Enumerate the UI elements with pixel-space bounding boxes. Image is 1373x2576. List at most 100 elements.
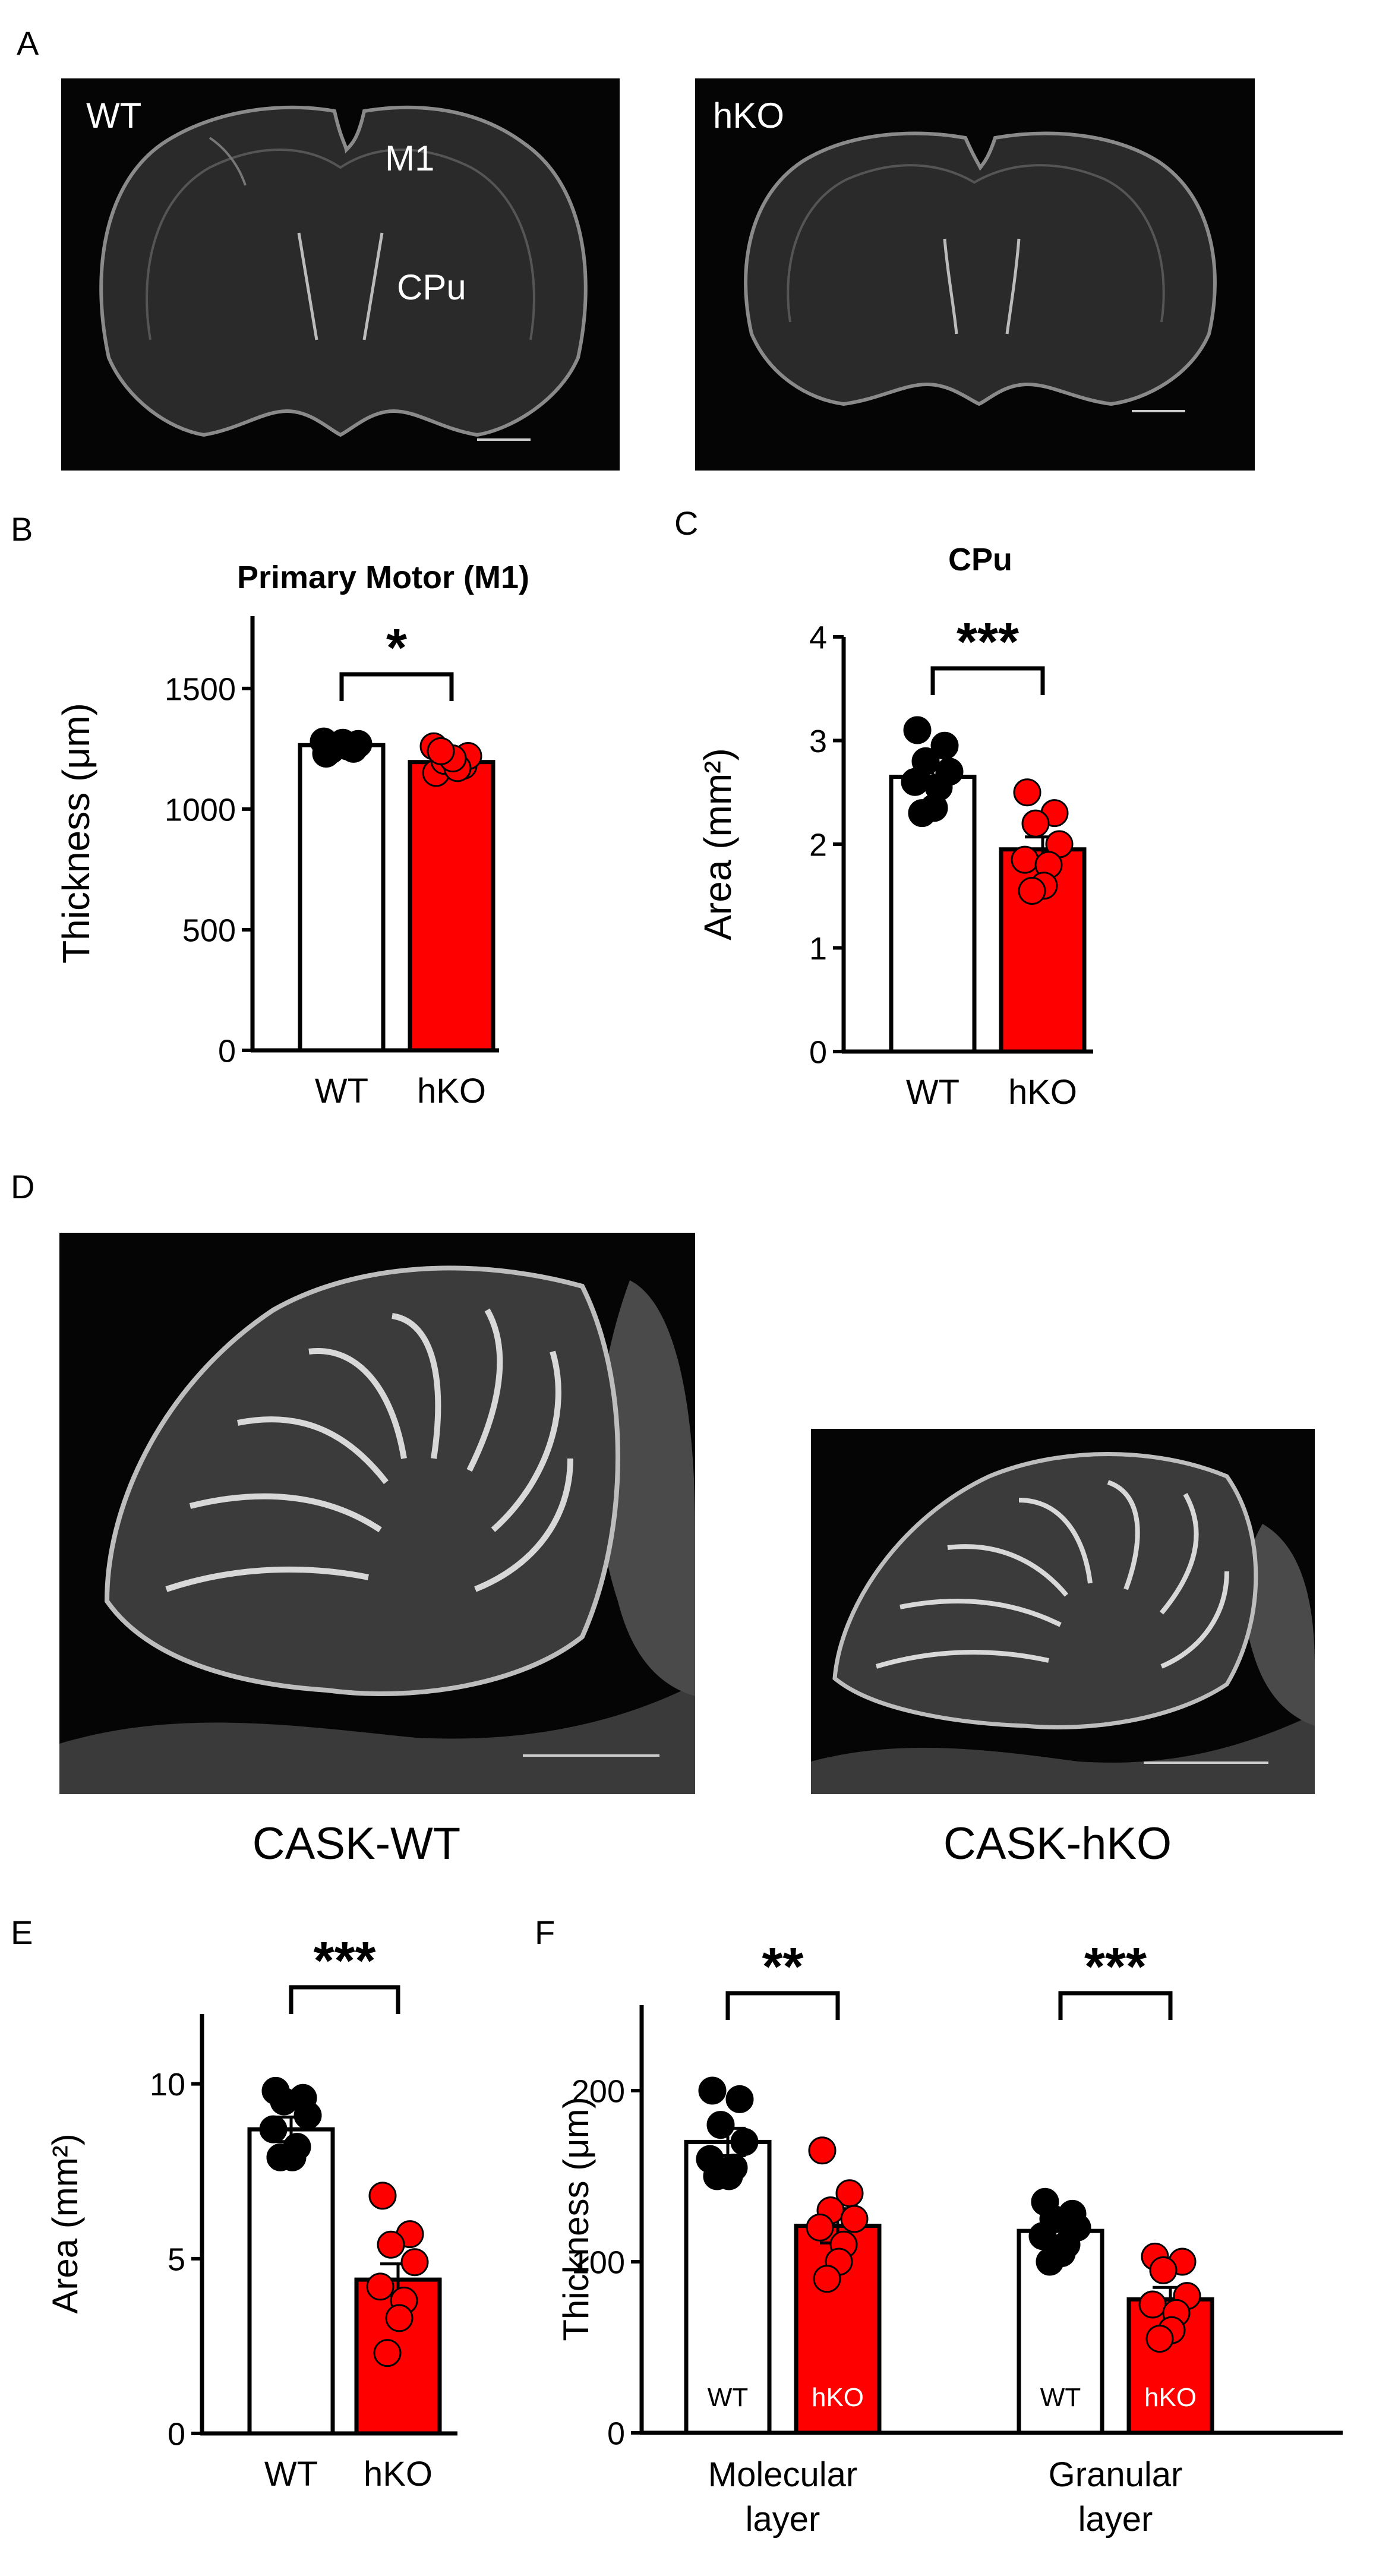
bar-hko-data-point [1021,809,1050,838]
y-tick-label: 0 [809,1034,827,1070]
panel-label-f: F [535,1914,555,1951]
brain-section-wt-drawing [99,105,588,441]
bar-hko-data-point [1013,778,1041,807]
bar-hko-group1-data-point [808,2136,837,2165]
genotype-label-wt: WT [86,96,142,135]
bar-hko-data-point [377,2230,405,2259]
bar-wt-data-point [259,2115,288,2143]
bar-wt-group1-data-point [725,2085,754,2113]
bar-hko-group1-data-point [806,2213,834,2242]
y-tick-label: 3 [809,724,827,759]
y-tick-label: 0 [168,2416,185,2452]
x-group-label-line: Molecular [708,2455,857,2494]
x-group-label-line: layer [746,2500,820,2539]
y-tick-label: 0 [218,1033,236,1069]
bar-wt-data-point [270,2087,298,2116]
chart-b-m1-thickness: 0 500 1000 1500 Thickness (μm) Primary Motor … [55,560,529,1110]
significance-group2-bracket [1058,1991,1173,2020]
bar-wt-group1-data-point [703,2162,731,2190]
panel-label-e: E [11,1914,33,1951]
y-tick-label: 0 [607,2416,625,2451]
significance-bracket [289,1985,400,2014]
y-axis-label: Area (mm²) [45,2133,85,2313]
x-group-label-line: Granular [1049,2455,1183,2494]
y-tick-label: 1 [809,931,827,967]
cerebellum-wt-caption: CASK-WT [252,1819,461,1869]
x-category-label-hko: hKO [417,1072,486,1110]
in-bar-label-hko: hKO [812,2383,864,2412]
bar-wt-bar [298,743,386,1053]
cerebellum-wt-image [59,1233,695,1794]
panel-label-d: D [11,1168,35,1205]
region-label-m1: M1 [385,138,435,178]
bar-wt-data-point [317,735,345,764]
bar-hko-group2-data-point [1149,2256,1178,2284]
cerebellum-hko-drawing [811,1452,1315,1794]
bar-hko-data-point [427,737,455,765]
bar-hko-group2-data-point [1145,2325,1174,2353]
y-tick-label: 500 [182,913,236,948]
significance-label: *** [957,613,1019,672]
y-tick-label: 1000 [165,792,236,828]
x-category-label-wt: WT [264,2455,318,2493]
x-group-label-line: layer [1078,2500,1153,2539]
in-bar-label-hko: hKO [1144,2383,1197,2412]
y-axis-label: Thickness (μm) [55,703,97,964]
y-axis-label: Thickness (μm) [556,2097,596,2341]
bar-wt-group1-bar [684,2139,772,2435]
y-tick-label: 10 [150,2067,185,2103]
bar-wt-group1-data-point [706,2111,735,2139]
bar-wt-bar [247,2127,335,2436]
bar-hko-group1-data-point [840,2205,869,2233]
bar-hko-data-point [400,2248,429,2277]
bar-wt-group2-data-point [1036,2247,1064,2276]
significance-group2-label: *** [1084,1937,1147,1997]
bar-wt-data-point [901,768,929,796]
bar-wt-bar [889,775,977,1054]
x-category-label-hko: hKO [1008,1073,1077,1112]
bar-wt-group1-data-point [730,2127,759,2156]
cerebellum-hko-image [811,1429,1315,1794]
bar-wt-data-point [908,799,936,828]
chart-e-cerebellum-area: 0 5 10 Area (mm²) WT hKO *** [45,1931,457,2493]
bar-hko-data-point [385,2304,414,2332]
bar-hko-data-point [1018,877,1046,905]
bar-hko-group2-data-point [1138,2290,1167,2319]
significance-group1-label: ** [762,1937,803,1997]
region-label-cpu: CPu [397,267,466,307]
significance-label: *** [313,1931,375,1991]
in-bar-label-wt: WT [1040,2383,1081,2412]
bar-hko-data-point [1011,845,1039,874]
panel-label-b: B [11,510,33,548]
bar-hko-group1-data-point [813,2265,841,2293]
significance-label: * [386,618,407,678]
cerebellum-hko-caption: CASK-hKO [943,1819,1172,1869]
in-bar-label-wt: WT [708,2383,748,2412]
bar-wt-data-point [266,2143,295,2171]
chart-title: CPu [948,542,1012,577]
y-tick-label: 2 [809,827,827,863]
chart-title: Primary Motor (M1) [237,560,529,595]
bar-hko-data-point [373,2339,402,2367]
brain-section-wt-image: WT M1 CPu [61,78,620,471]
y-tick-label: 200 [572,2073,625,2109]
bar-wt-data-point [903,716,932,744]
y-tick-label: 5 [168,2242,185,2277]
panel-label-a: A [17,24,39,62]
chart-c-cpu-area: 0 1 2 3 4 Area (mm²) CPu WT hKO *** [696,542,1093,1112]
y-tick-label: 4 [809,620,827,655]
brain-section-hko-image: hKO [695,78,1255,471]
y-tick-label: 1500 [165,671,236,707]
brain-section-hko-drawing [744,131,1217,412]
bar-hko-bar [408,760,495,1053]
bar-hko-data-point [368,2182,397,2210]
significance-group1-bracket [725,1991,840,2020]
cerebellum-wt-drawing [59,1265,695,1794]
significance-bracket [930,666,1045,695]
genotype-label-hko: hKO [713,96,785,135]
bar-hko-data-point [366,2272,394,2301]
y-axis-label: Area (mm²) [696,748,739,940]
y-tick-label: 100 [572,2244,625,2280]
significance-bracket [339,672,454,701]
